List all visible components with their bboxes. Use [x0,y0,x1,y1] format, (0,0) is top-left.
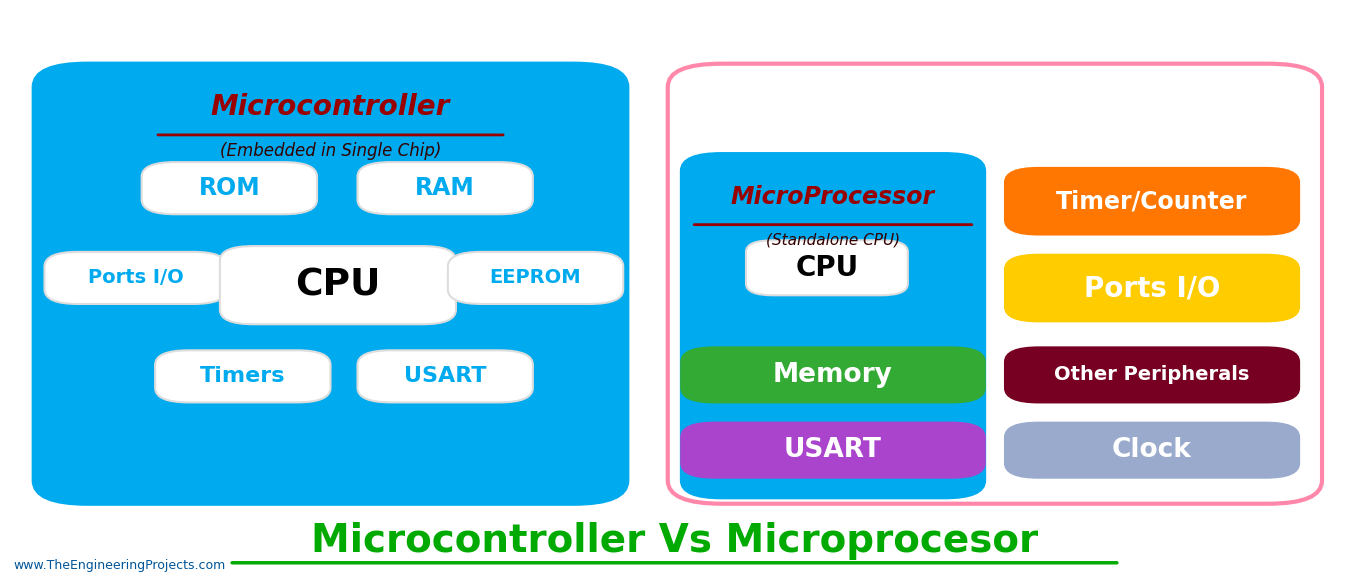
FancyBboxPatch shape [142,162,317,214]
Text: Microcontroller: Microcontroller [210,93,451,121]
Text: CPU: CPU [796,254,858,282]
FancyBboxPatch shape [220,246,456,324]
Text: (Standalone CPU): (Standalone CPU) [766,233,900,248]
FancyBboxPatch shape [681,423,985,478]
Text: Ports I/O: Ports I/O [88,269,183,287]
Text: Clock: Clock [1112,437,1193,463]
FancyBboxPatch shape [357,350,533,402]
Text: USART: USART [403,367,487,386]
FancyBboxPatch shape [357,162,533,214]
Text: Timers: Timers [200,367,286,386]
Text: RAM: RAM [415,176,475,200]
Text: USART: USART [784,437,882,463]
Text: Microcontroller Vs Microprocesor: Microcontroller Vs Microprocesor [310,522,1039,560]
Text: ROM: ROM [198,176,260,200]
FancyBboxPatch shape [34,64,627,504]
FancyBboxPatch shape [1005,423,1299,478]
Text: EEPROM: EEPROM [490,269,581,287]
Text: www.TheEngineeringProjects.com: www.TheEngineeringProjects.com [13,559,225,572]
Text: Ports I/O: Ports I/O [1083,274,1221,302]
Text: (Embedded in Single Chip): (Embedded in Single Chip) [220,141,441,160]
FancyBboxPatch shape [746,240,908,295]
FancyBboxPatch shape [1005,168,1299,234]
Text: CPU: CPU [295,267,380,303]
Text: Memory: Memory [773,362,893,388]
FancyBboxPatch shape [681,153,985,498]
FancyBboxPatch shape [448,252,623,304]
FancyBboxPatch shape [45,252,227,304]
Text: Other Peripherals: Other Peripherals [1055,365,1249,384]
FancyBboxPatch shape [1005,255,1299,321]
Text: MicroProcessor: MicroProcessor [731,185,935,209]
FancyBboxPatch shape [155,350,331,402]
FancyBboxPatch shape [1005,347,1299,402]
Text: Timer/Counter: Timer/Counter [1056,189,1248,213]
FancyBboxPatch shape [668,64,1322,504]
FancyBboxPatch shape [681,347,985,402]
